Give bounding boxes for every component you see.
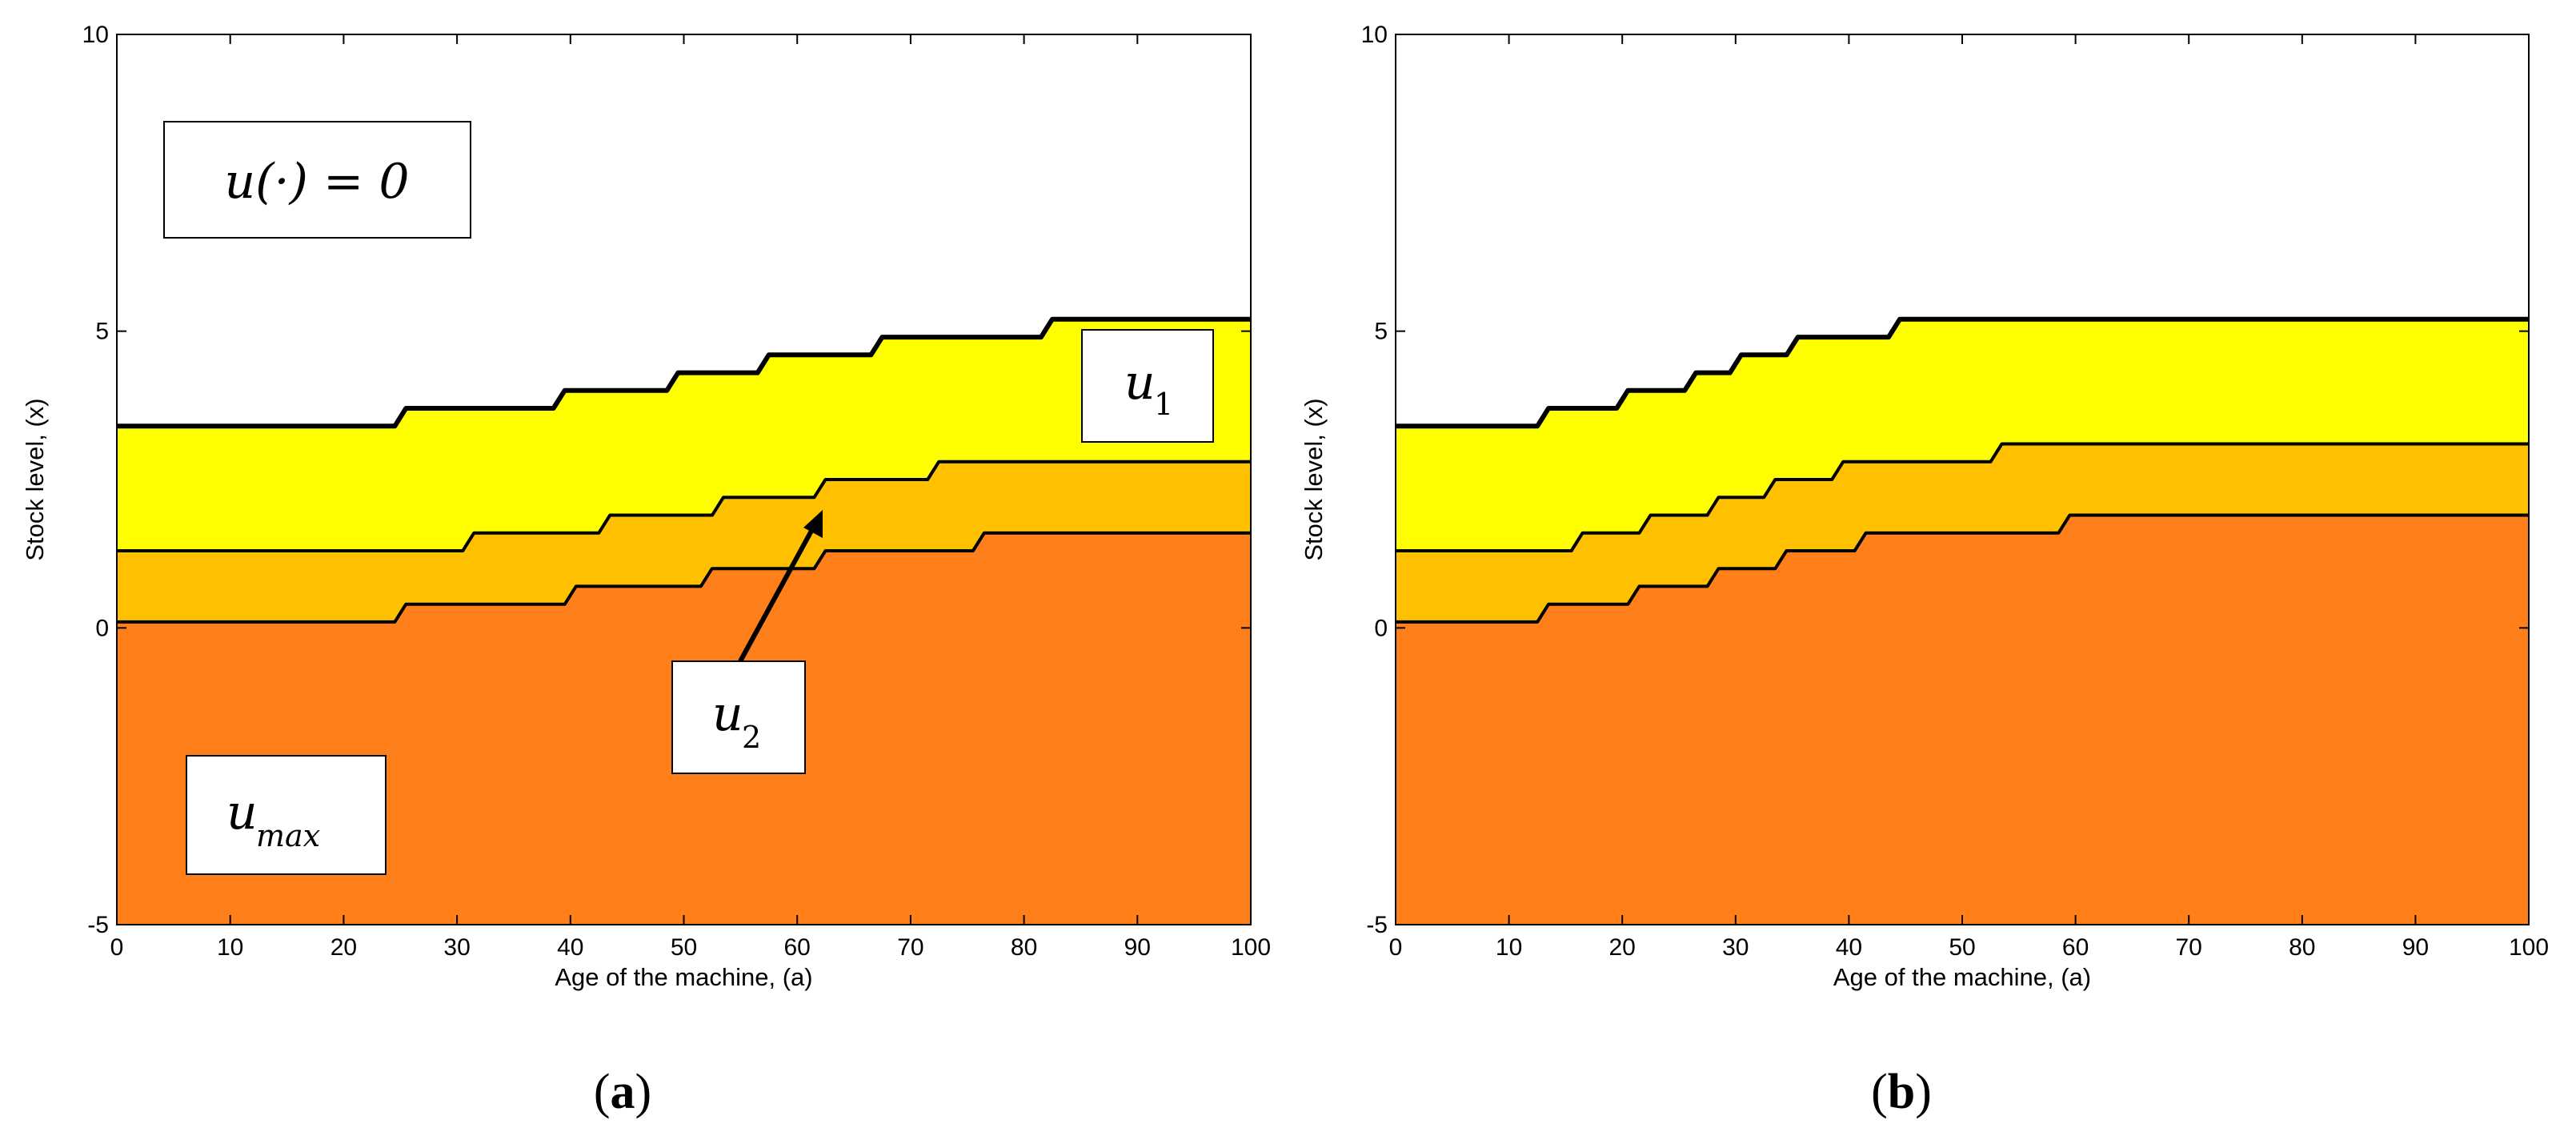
caption-a-letter: a <box>611 1065 635 1119</box>
u2-arrow <box>738 520 819 663</box>
x-tick-label: 60 <box>2062 934 2089 961</box>
x-tick-label: 0 <box>110 934 124 961</box>
x-tick-label: 90 <box>2402 934 2429 961</box>
u2-arrow-head <box>803 510 823 538</box>
caption-b-letter: b <box>1888 1065 1915 1119</box>
y-axis-label: Stock level, (x) <box>1300 398 1328 560</box>
callout-u2: u 2 <box>671 510 823 774</box>
threshold-line-1 <box>1396 316 2529 429</box>
x-axis-label: Age of the machine, (a) <box>1833 963 2091 991</box>
callout-u1-sub: 1 <box>1154 387 1173 422</box>
x-tick-label: 10 <box>217 934 243 961</box>
x-tick-label: 50 <box>671 934 697 961</box>
callout-umax: u max <box>186 755 387 875</box>
y-tick-label: 5 <box>95 319 109 345</box>
x-tick-label: 20 <box>331 934 357 961</box>
threshold-line-1 <box>117 316 1251 429</box>
y-axis-label: Stock level, (x) <box>21 398 49 560</box>
x-tick-label: 30 <box>443 934 470 961</box>
x-tick-label: 10 <box>1496 934 1522 961</box>
y-tick-label: 10 <box>82 22 109 48</box>
callout-u1: u 1 <box>1081 329 1214 443</box>
y-tick-label: 5 <box>1374 319 1388 345</box>
y-tick-label: 0 <box>1374 615 1388 641</box>
threshold-line-3 <box>1396 513 2529 624</box>
y-tick-label: -5 <box>1366 912 1388 938</box>
callout-umax-sub: max <box>256 818 320 853</box>
x-tick-label: 20 <box>1609 934 1636 961</box>
callout-umax-base: u <box>226 785 258 841</box>
callout-u1-base: u <box>1124 355 1156 411</box>
callout-u-zero: u(·) = 0 <box>163 121 471 239</box>
threshold-line-2 <box>1396 442 2529 552</box>
callout-u2-sub: 2 <box>742 720 761 755</box>
x-tick-label: 0 <box>1389 934 1403 961</box>
x-tick-label: 100 <box>2509 934 2549 961</box>
region-umax <box>1396 515 2529 925</box>
x-tick-label: 40 <box>1836 934 1862 961</box>
caption-a: (a) <box>594 1065 651 1119</box>
x-axis-label: Age of the machine, (a) <box>555 963 812 991</box>
caption-b: (b) <box>1871 1065 1932 1119</box>
x-tick-label: 90 <box>1124 934 1151 961</box>
x-tick-label: 50 <box>1949 934 1975 961</box>
x-tick-label: 70 <box>2176 934 2202 961</box>
x-tick-label: 80 <box>1011 934 1037 961</box>
callout-u2-base: u <box>712 686 743 742</box>
x-tick-label: 70 <box>897 934 923 961</box>
callout-u-zero-text: u(·) = 0 <box>224 154 409 210</box>
x-tick-label: 80 <box>2289 934 2315 961</box>
y-tick-label: -5 <box>87 912 109 938</box>
x-tick-label: 100 <box>1231 934 1271 961</box>
threshold-line-2 <box>117 460 1251 552</box>
x-tick-label: 30 <box>1722 934 1749 961</box>
y-tick-label: 0 <box>95 615 109 641</box>
x-tick-label: 40 <box>557 934 583 961</box>
x-tick-label: 60 <box>784 934 811 961</box>
threshold-line-3 <box>117 531 1251 624</box>
y-tick-label: 10 <box>1361 22 1388 48</box>
